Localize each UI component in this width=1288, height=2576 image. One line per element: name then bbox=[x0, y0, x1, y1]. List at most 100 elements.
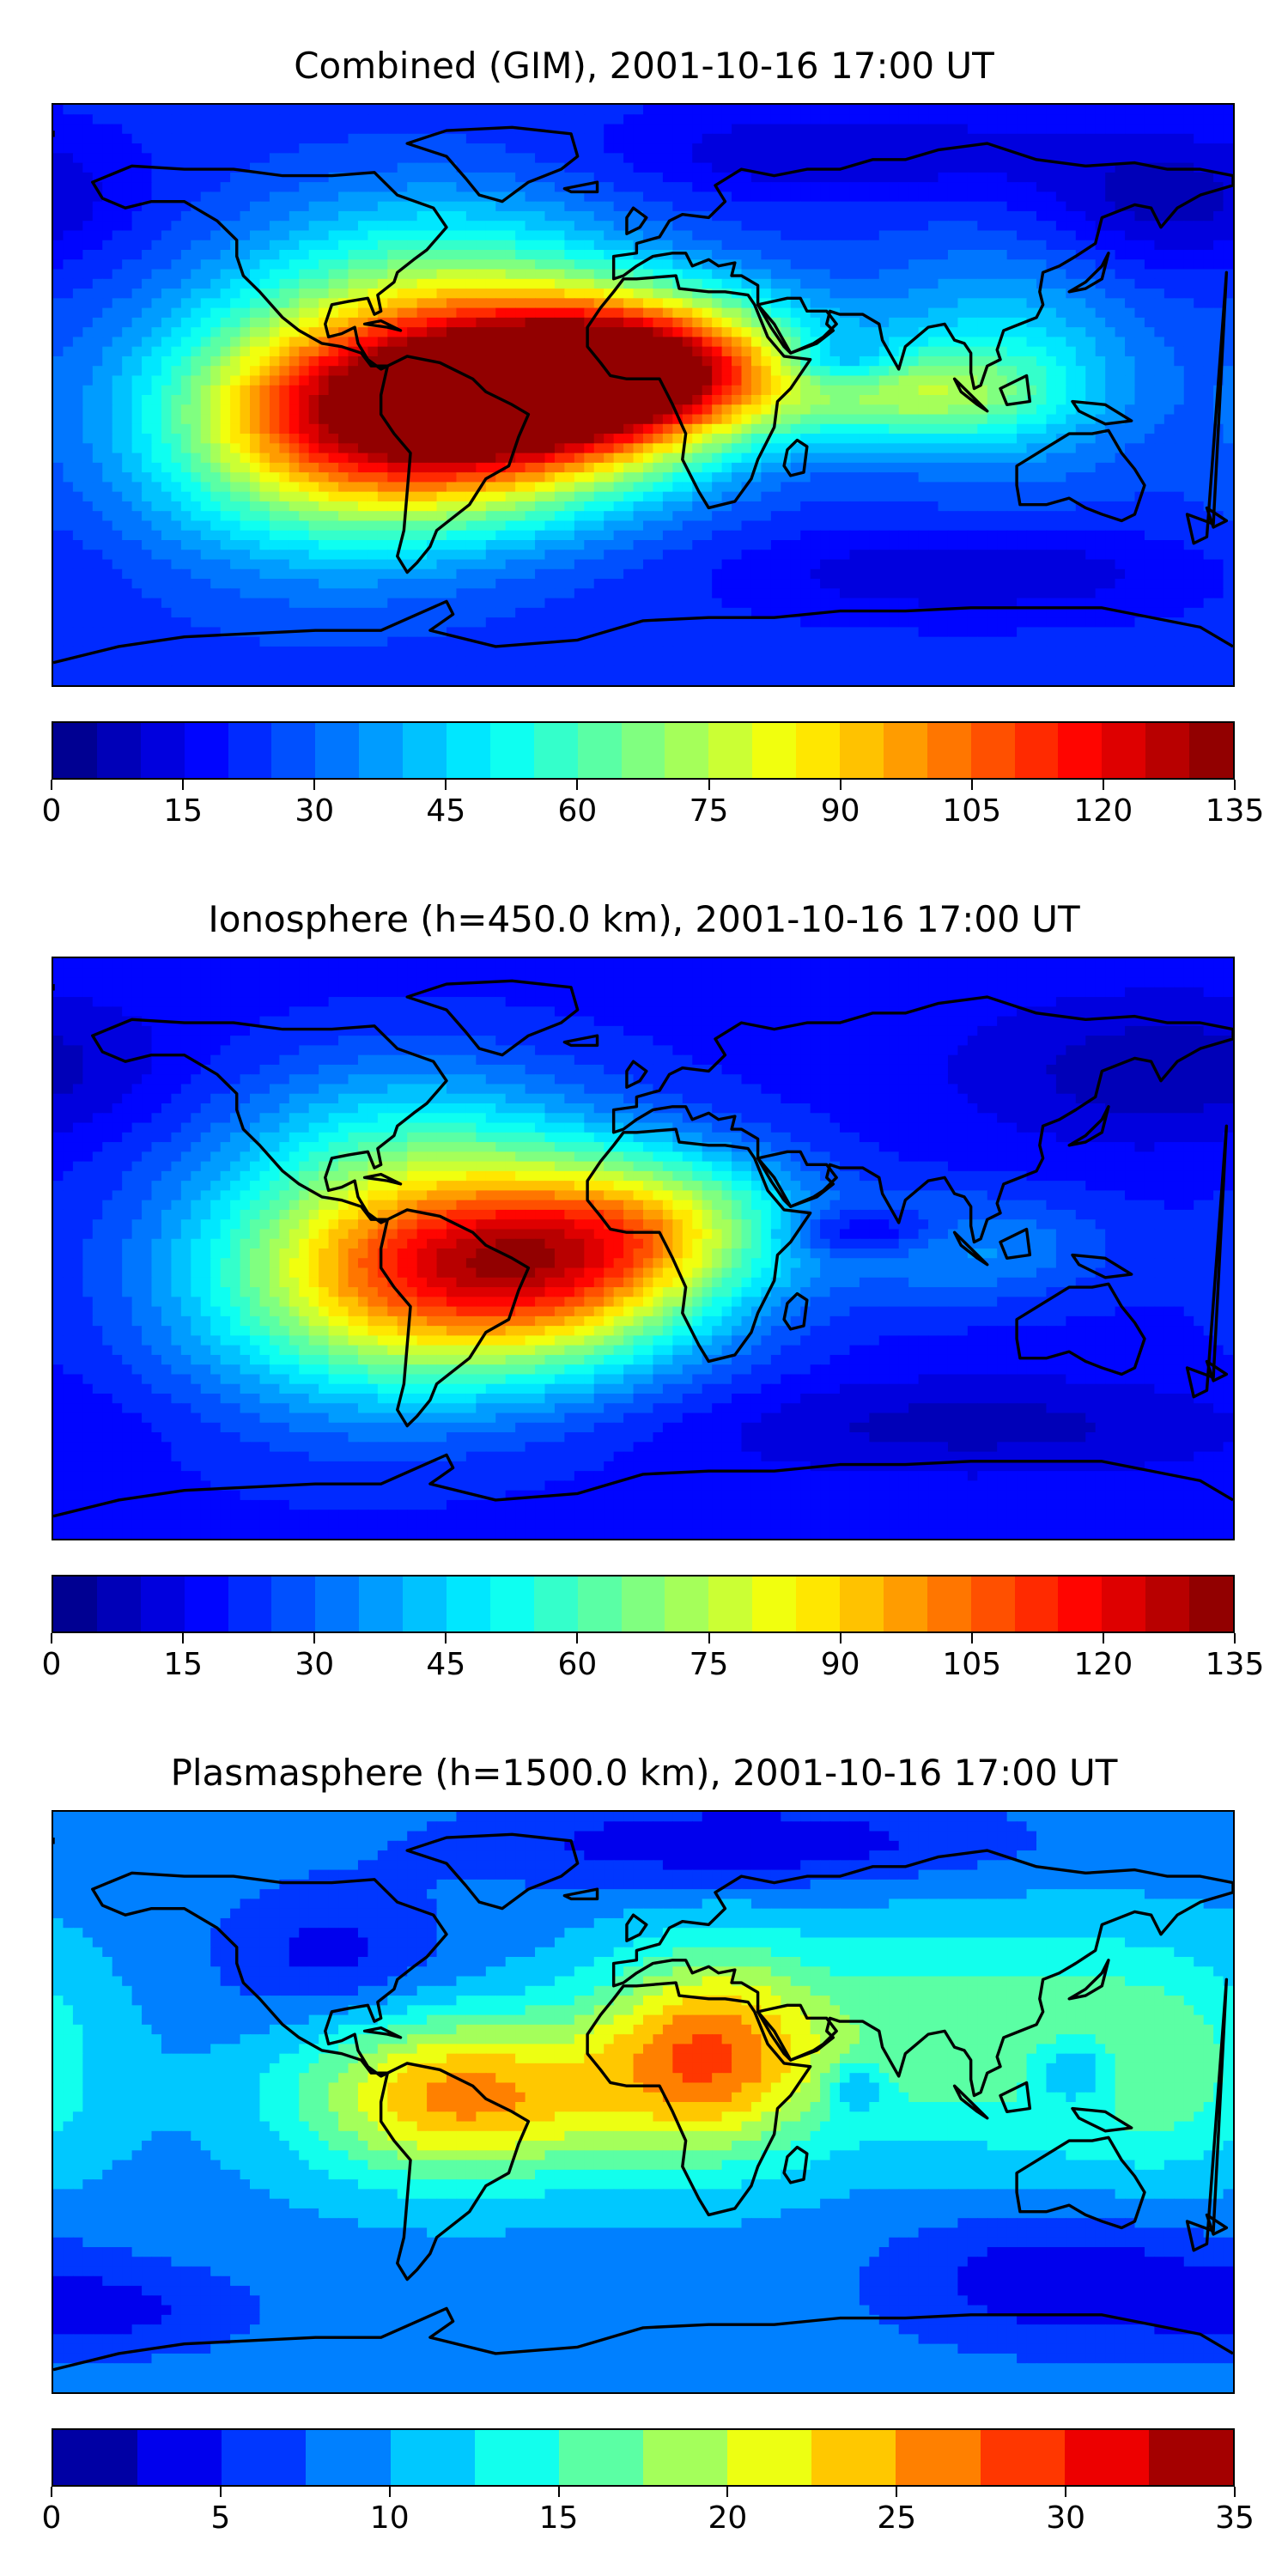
contour-cell bbox=[653, 278, 664, 289]
contour-cell bbox=[269, 182, 281, 193]
contour-cell bbox=[397, 114, 408, 125]
contour-cell bbox=[525, 259, 536, 270]
contour-cell bbox=[427, 210, 438, 222]
contour-cell bbox=[357, 491, 369, 502]
contour-cell bbox=[102, 201, 113, 212]
contour-cell bbox=[1006, 491, 1018, 502]
contour-cell bbox=[525, 230, 536, 241]
contour-cell bbox=[672, 230, 683, 241]
contour-cell bbox=[1125, 317, 1136, 328]
contour-cell bbox=[112, 443, 123, 454]
contour-cell bbox=[1026, 143, 1037, 155]
contour-cell bbox=[859, 366, 871, 377]
contour-cell bbox=[515, 414, 526, 425]
contour-cell bbox=[849, 240, 860, 251]
contour-cell bbox=[1163, 153, 1176, 164]
contour-cell bbox=[898, 143, 909, 155]
contour-cell bbox=[328, 221, 339, 232]
contour-cell bbox=[447, 434, 458, 445]
contour-cell bbox=[721, 404, 732, 416]
contour-cell bbox=[1163, 482, 1176, 493]
contour-cell bbox=[505, 298, 516, 309]
contour-cell bbox=[761, 240, 772, 251]
contour-cell bbox=[1154, 375, 1165, 386]
contour-cell bbox=[210, 462, 222, 473]
contour-cell bbox=[1183, 221, 1194, 232]
contour-cell bbox=[240, 453, 251, 464]
contour-cell bbox=[476, 201, 487, 212]
contour-cell bbox=[1125, 298, 1136, 309]
contour-cell bbox=[348, 501, 359, 512]
contour-cell bbox=[702, 240, 713, 251]
contour-cell bbox=[200, 375, 211, 386]
contour-cell bbox=[1055, 221, 1067, 232]
contour-cell bbox=[947, 414, 959, 425]
contour-cell bbox=[387, 385, 398, 396]
contour-cell bbox=[721, 230, 732, 241]
contour-cell bbox=[761, 259, 772, 270]
contour-cell bbox=[593, 278, 605, 289]
contour-cell bbox=[82, 143, 94, 155]
contour-cell bbox=[476, 153, 487, 164]
contour-cell bbox=[1105, 366, 1116, 377]
contour-cell bbox=[338, 230, 349, 241]
contour-cell bbox=[938, 289, 949, 300]
contour-cell bbox=[308, 250, 319, 261]
contour-cell bbox=[662, 404, 674, 416]
contour-cell bbox=[869, 375, 880, 386]
contour-cell bbox=[1183, 143, 1194, 155]
contour-cell bbox=[623, 289, 635, 300]
contour-cell bbox=[535, 491, 546, 502]
contour-cell bbox=[495, 162, 507, 173]
contour-cell bbox=[1183, 182, 1194, 193]
contour-cell bbox=[643, 105, 654, 116]
contour-cell bbox=[947, 395, 959, 406]
contour-cell bbox=[790, 298, 801, 309]
contour-cell bbox=[72, 337, 84, 348]
contour-cell bbox=[495, 501, 507, 512]
contour-cell bbox=[849, 423, 860, 434]
contour-cell bbox=[1203, 153, 1214, 164]
contour-cell bbox=[997, 491, 1008, 502]
contour-cell bbox=[918, 355, 929, 367]
contour-cell bbox=[357, 307, 369, 319]
contour-cell bbox=[427, 172, 438, 183]
contour-cell bbox=[1006, 366, 1018, 377]
contour-cell bbox=[1203, 298, 1214, 309]
contour-cell bbox=[554, 337, 566, 348]
contour-cell bbox=[977, 133, 988, 144]
contour-cell bbox=[191, 172, 202, 183]
contour-cell bbox=[947, 462, 959, 473]
contour-cell bbox=[387, 259, 398, 270]
contour-cell bbox=[1066, 375, 1077, 386]
contour-cell bbox=[977, 385, 988, 396]
contour-cell bbox=[750, 482, 762, 493]
contour-cell bbox=[427, 124, 438, 135]
contour-cell bbox=[161, 414, 173, 425]
contour-cell bbox=[397, 337, 408, 348]
contour-cell bbox=[643, 172, 654, 183]
contour-cell bbox=[63, 453, 74, 464]
contour-cell bbox=[829, 105, 841, 116]
contour-cell bbox=[810, 153, 821, 164]
contour-cell bbox=[495, 307, 507, 319]
contour-cell bbox=[535, 210, 546, 222]
contour-cell bbox=[1183, 453, 1194, 464]
contour-cell bbox=[1055, 375, 1067, 386]
contour-cell bbox=[279, 395, 290, 406]
contour-cell bbox=[1223, 317, 1233, 328]
contour-cell bbox=[142, 346, 153, 357]
contour-cell bbox=[633, 443, 644, 454]
contour-cell bbox=[957, 259, 969, 270]
contour-cell bbox=[171, 298, 182, 309]
contour-cell bbox=[938, 366, 949, 377]
contour-cell bbox=[977, 162, 988, 173]
contour-cell bbox=[682, 133, 694, 144]
contour-cell bbox=[859, 472, 871, 483]
contour-cell bbox=[407, 182, 418, 193]
contour-cell bbox=[505, 162, 516, 173]
contour-cell bbox=[741, 133, 752, 144]
contour-cell bbox=[1075, 327, 1087, 338]
contour-cell bbox=[122, 269, 133, 280]
contour-cell bbox=[465, 423, 477, 434]
